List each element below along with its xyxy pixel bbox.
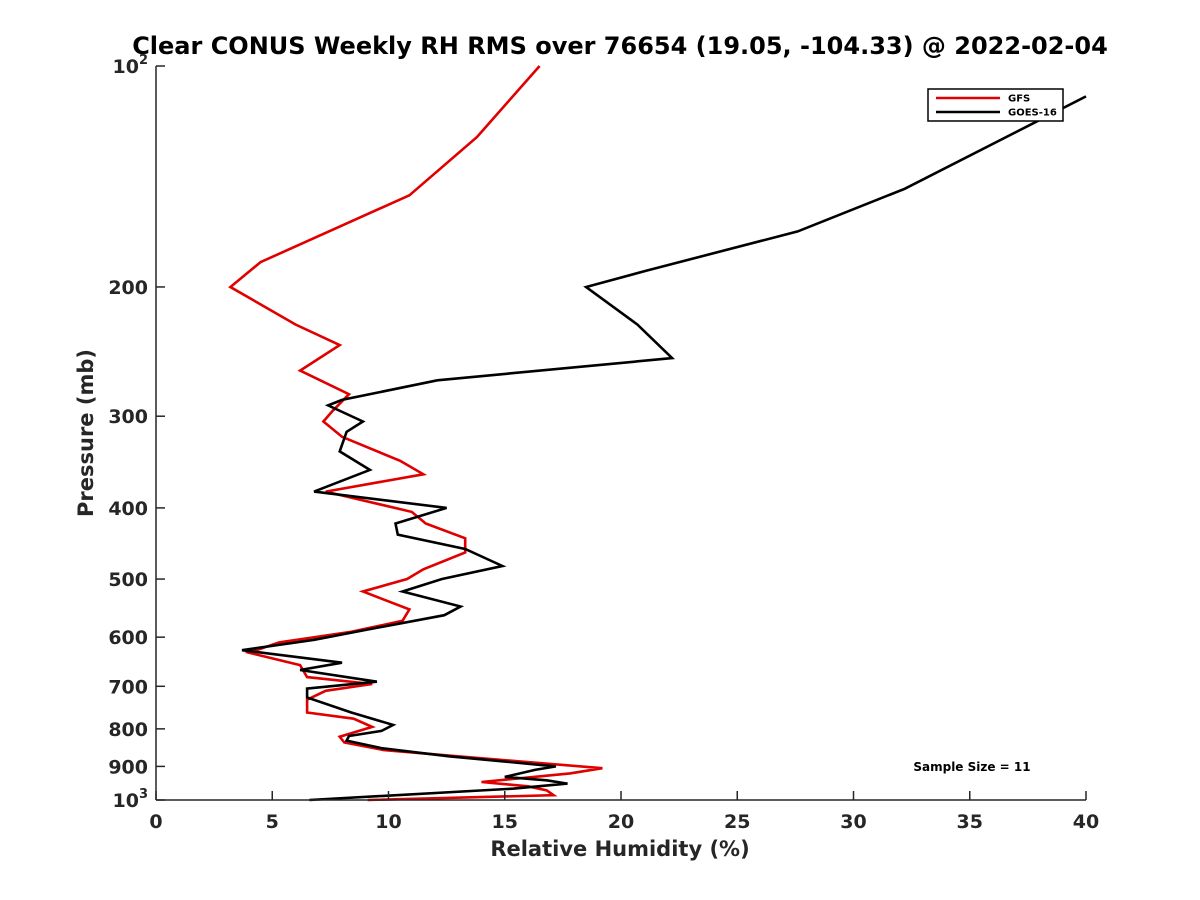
y-tick-label: 200 xyxy=(108,277,148,299)
ticks-layer: 0 5 10 15 20 25 30 35 40 102 200 300 400 500 600 700 800… xyxy=(108,53,1099,833)
plot-area xyxy=(156,66,1086,800)
series-layer xyxy=(228,65,1087,802)
y-tick-label: 900 xyxy=(108,756,148,778)
legend-label-goes-16: GOES-16 xyxy=(1008,108,1057,119)
y-tick-label: 103 xyxy=(113,787,149,812)
y-axis-label: Pressure (mb) xyxy=(74,349,98,517)
y-tick-label: 800 xyxy=(108,719,148,741)
x-tick-label: 30 xyxy=(840,811,866,833)
x-tick-label: 0 xyxy=(149,811,162,833)
y-tick-label: 500 xyxy=(108,569,148,591)
y-tick-label: 400 xyxy=(108,498,148,520)
x-tick-label: 5 xyxy=(266,811,279,833)
x-tick-label: 15 xyxy=(492,811,518,833)
y-tick-label: 700 xyxy=(108,676,148,698)
y-tick-label: 300 xyxy=(108,406,148,428)
x-tick-label: 10 xyxy=(375,811,401,833)
y-tick-label: 600 xyxy=(108,627,148,649)
legend: GFS GOES-16 xyxy=(927,88,1064,122)
x-tick-label: 40 xyxy=(1073,811,1099,833)
x-tick-label: 35 xyxy=(957,811,983,833)
chart-title: Clear CONUS Weekly RH RMS over 76654 (19… xyxy=(132,32,1108,60)
legend-box xyxy=(927,88,1064,122)
series-line-goes-16 xyxy=(241,95,1087,802)
x-tick-label: 20 xyxy=(608,811,634,833)
x-axis-label: Relative Humidity (%) xyxy=(490,837,749,861)
y-tick-label: 102 xyxy=(113,53,149,78)
sample-size-annotation: Sample Size = 11 xyxy=(913,760,1030,774)
x-tick-label: 25 xyxy=(724,811,750,833)
legend-label-gfs: GFS xyxy=(1008,94,1030,105)
